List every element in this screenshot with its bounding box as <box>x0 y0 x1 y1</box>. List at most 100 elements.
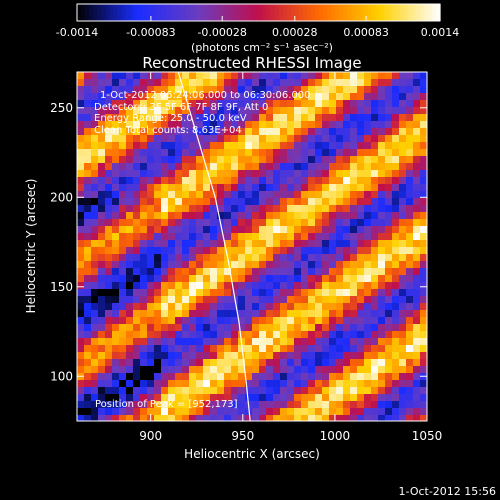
heatmap-cell <box>343 205 351 213</box>
heatmap-cell <box>133 345 141 353</box>
heatmap-cell <box>105 198 113 206</box>
heatmap-cell <box>119 352 127 360</box>
heatmap-cell <box>343 170 351 178</box>
heatmap-cell <box>378 338 386 346</box>
heatmap-cell <box>119 198 127 206</box>
heatmap-cell <box>84 79 92 87</box>
heatmap-cell <box>238 394 246 402</box>
heatmap-cell <box>245 415 253 421</box>
heatmap-cell <box>273 303 281 311</box>
heatmap-cell <box>182 170 190 178</box>
heatmap-cell <box>161 394 169 402</box>
heatmap-cell <box>266 247 274 255</box>
heatmap-cell <box>91 205 99 213</box>
heatmap-cell <box>287 86 295 94</box>
heatmap-cell <box>322 93 330 101</box>
heatmap-cell <box>329 387 337 395</box>
heatmap-cell <box>315 219 323 227</box>
heatmap-cell <box>364 352 372 360</box>
heatmap-cell <box>287 352 295 360</box>
heatmap-cell <box>378 240 386 248</box>
heatmap-cell <box>77 233 85 241</box>
heatmap-cell <box>294 177 302 185</box>
heatmap-cell <box>350 212 358 220</box>
heatmap-cell <box>357 121 365 129</box>
heatmap-cell <box>161 93 169 101</box>
heatmap-cell <box>196 324 204 332</box>
heatmap-cell <box>147 324 155 332</box>
heatmap-cell <box>399 254 407 262</box>
heatmap-cell <box>224 247 232 255</box>
heatmap-cell <box>315 184 323 192</box>
heatmap-cell <box>301 394 309 402</box>
heatmap-cell <box>203 219 211 227</box>
heatmap-cell <box>203 72 211 80</box>
heatmap-cell <box>119 373 127 381</box>
heatmap-cell <box>392 359 400 367</box>
heatmap-cell <box>294 310 302 318</box>
heatmap-cell <box>119 247 127 255</box>
heatmap-cell <box>406 163 414 171</box>
heatmap-cell <box>105 226 113 234</box>
heatmap-cell <box>161 121 169 129</box>
heatmap-cell <box>140 72 148 80</box>
heatmap-cell <box>217 296 225 304</box>
heatmap-cell <box>385 338 393 346</box>
heatmap-cell <box>154 219 162 227</box>
heatmap-cell <box>231 135 239 143</box>
heatmap-cell <box>378 268 386 276</box>
heatmap-cell <box>147 373 155 381</box>
heatmap-cell <box>336 296 344 304</box>
colorbar-cell <box>339 4 344 21</box>
heatmap-cell <box>210 394 218 402</box>
heatmap-cell <box>329 72 337 80</box>
heatmap-cell <box>112 170 120 178</box>
heatmap-cell <box>413 387 421 395</box>
heatmap-cell <box>231 387 239 395</box>
heatmap-cell <box>322 303 330 311</box>
heatmap-cell <box>105 240 113 248</box>
heatmap-cell <box>266 184 274 192</box>
heatmap-cell <box>238 121 246 129</box>
heatmap-cell <box>217 135 225 143</box>
heatmap-cell <box>77 107 85 115</box>
heatmap-cell <box>392 324 400 332</box>
heatmap-cell <box>189 191 197 199</box>
heatmap-cell <box>161 233 169 241</box>
heatmap-cell <box>161 408 169 416</box>
heatmap-cell <box>301 373 309 381</box>
heatmap-cell <box>371 114 379 122</box>
heatmap-cell <box>315 394 323 402</box>
heatmap-cell <box>168 394 176 402</box>
heatmap-cell <box>392 282 400 290</box>
heatmap-cell <box>77 380 85 388</box>
heatmap-cell <box>301 275 309 283</box>
heatmap-cell <box>413 233 421 241</box>
heatmap-cell <box>336 275 344 283</box>
heatmap-cell <box>231 331 239 339</box>
heatmap-cell <box>175 310 183 318</box>
heatmap-cell <box>154 415 162 421</box>
heatmap-cell <box>161 373 169 381</box>
heatmap-cell <box>399 324 407 332</box>
colorbar-tick-label: 0.00083 <box>343 26 389 39</box>
heatmap-cell <box>189 268 197 276</box>
heatmap-cell <box>112 345 120 353</box>
heatmap-cell <box>420 149 427 157</box>
heatmap-cell <box>371 198 379 206</box>
heatmap-cell <box>210 345 218 353</box>
heatmap-cell <box>238 107 246 115</box>
heatmap-cell <box>252 198 260 206</box>
heatmap-cell <box>371 254 379 262</box>
heatmap-cell <box>203 352 211 360</box>
heatmap-cell <box>329 240 337 248</box>
heatmap-cell <box>105 366 113 374</box>
heatmap-cell <box>399 408 407 416</box>
heatmap-cell <box>140 128 148 136</box>
colorbar-cell <box>222 4 227 21</box>
heatmap-cell <box>266 240 274 248</box>
heatmap-cell <box>259 338 267 346</box>
colorbar-tick-label: -0.00028 <box>197 26 246 39</box>
heatmap-cell <box>196 296 204 304</box>
heatmap-cell <box>161 79 169 87</box>
